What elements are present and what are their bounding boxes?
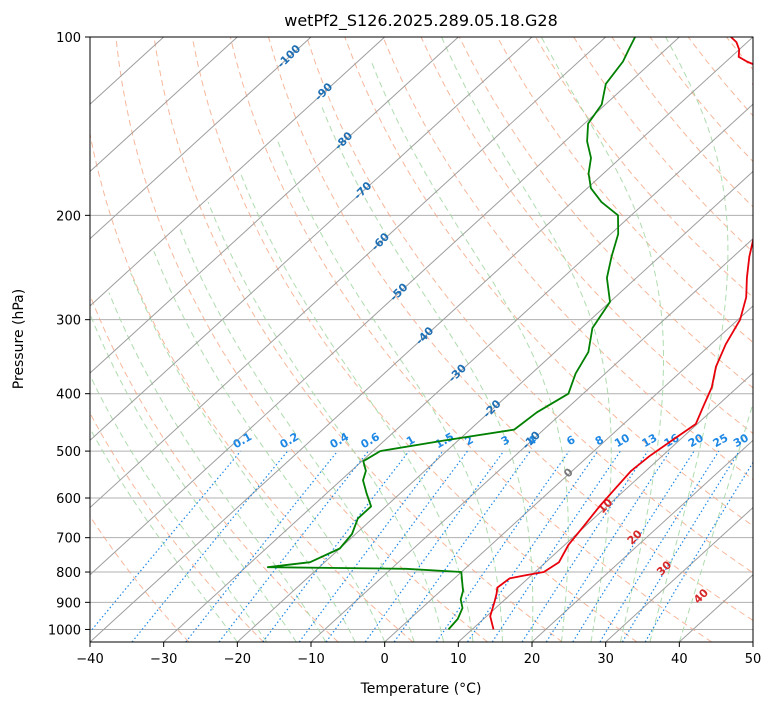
- x-tick-label: 20: [524, 652, 541, 667]
- isotherm-line: [90, 37, 459, 374]
- profile-series: [266, 37, 753, 630]
- x-tick-label: 50: [745, 652, 762, 667]
- y-tick-label: 100: [56, 31, 81, 46]
- dry-adiabat-line: [535, 37, 753, 298]
- dry-adiabat-line: [191, 37, 638, 642]
- plot-frame: [89, 36, 754, 643]
- moist-adiabat-line: [90, 312, 297, 642]
- moist-adiabat-line: [370, 61, 569, 642]
- moist-adiabat-line: [678, 401, 753, 642]
- background-lines: [90, 37, 775, 642]
- dry-adiabat-line: [115, 37, 488, 642]
- isotherm-line: [90, 37, 680, 576]
- dry-adiabat-line: [382, 37, 753, 481]
- x-tick-label: 30: [597, 652, 614, 667]
- isotherm-line: [384, 305, 753, 642]
- mixing-ratio-line: [393, 450, 531, 642]
- moist-adiabat-line: [90, 427, 238, 642]
- dry-adiabat-line: [306, 37, 753, 574]
- mixing-ratio-line: [364, 450, 505, 642]
- dry-adiabat-line: [90, 131, 414, 642]
- y-tick-label: 300: [56, 314, 81, 329]
- x-tick-label: 40: [671, 652, 688, 667]
- moist-adiabat-line: [441, 37, 612, 642]
- x-tick-label: 10: [450, 652, 467, 667]
- y-tick-label: 800: [56, 566, 81, 581]
- isotherm-line: [531, 439, 753, 642]
- isotherm-line: [752, 641, 753, 642]
- moist-adiabat-line: [320, 104, 534, 642]
- y-tick-label: 700: [56, 532, 81, 547]
- x-tick-label: −40: [76, 652, 103, 667]
- dry-adiabat-line: [496, 37, 753, 344]
- x-tick-label: −20: [224, 652, 251, 667]
- y-axis-label: Pressure (hPa): [11, 289, 27, 389]
- mixing-ratio-line: [621, 450, 740, 642]
- moist-adiabat-line: [130, 272, 356, 642]
- isotherm-line: [90, 37, 533, 442]
- moist-adiabat-line: [540, 37, 664, 642]
- mixing-ratio-line: [325, 450, 468, 642]
- x-tick-label: 0: [381, 652, 389, 667]
- y-tick-label: 200: [56, 209, 81, 224]
- x-axis: −40 −30 −20 −10 0 10 20 30 40 50: [76, 642, 761, 667]
- mixing-ratio-line: [262, 450, 410, 642]
- mixing-ratio-line: [298, 450, 444, 642]
- isotherm-line: [163, 103, 753, 642]
- isotherm-line: [90, 37, 386, 307]
- isotherm-line: [90, 37, 607, 509]
- y-tick-label: 400: [56, 388, 81, 403]
- x-tick-label: −10: [297, 652, 324, 667]
- mixing-ratio-line: [466, 450, 599, 642]
- y-tick-label: 600: [56, 492, 81, 507]
- y-tick-label: 1000: [48, 623, 81, 638]
- moist-adiabat-line: [277, 141, 503, 642]
- y-tick-label: 900: [56, 596, 81, 611]
- dry-adiabat-line: [90, 515, 190, 642]
- moist-adiabat-line: [649, 37, 729, 642]
- dewpoint-profile-line: [266, 37, 636, 630]
- mixing-ratio-line: [435, 450, 570, 642]
- mixing-ratio-line: [491, 450, 621, 642]
- moist-adiabat-line: [108, 292, 327, 642]
- mixing-ratio-line: [131, 450, 289, 642]
- moist-adiabat-line: [179, 227, 415, 642]
- mixing-ratio-line: [545, 450, 671, 642]
- dry-adiabat-line: [765, 37, 775, 642]
- isotherm-line: [90, 37, 238, 173]
- isotherm-line: [605, 506, 753, 642]
- chart-title: wetPf2_S126.2025.289.05.18.G28: [284, 11, 558, 31]
- mixing-ratio-line: [572, 450, 695, 642]
- isotherm-line: [90, 37, 753, 642]
- dry-adiabat-line: [268, 37, 753, 622]
- dry-adiabat-line: [153, 37, 563, 642]
- isotherm-line: [90, 37, 312, 240]
- mixing-ratio-line: [521, 450, 649, 642]
- mixing-ratio-line: [90, 450, 242, 633]
- mixing-ratio-label: 36: [752, 431, 772, 450]
- dry-adiabat-line: [90, 412, 264, 642]
- temperature-profile-line: [489, 37, 753, 630]
- y-axis: 100 200 300 400 500 600 700 800 900 1000: [48, 31, 90, 638]
- y-tick-label: 500: [56, 445, 81, 460]
- isotherm-line: [457, 372, 753, 642]
- x-axis-label: Temperature (°C): [360, 681, 482, 697]
- x-tick-label: −30: [150, 652, 177, 667]
- isotherm-line: [310, 237, 753, 642]
- mixing-ratio-line: [185, 450, 339, 642]
- moist-adiabat-line: [153, 251, 386, 642]
- isotherm-line: [236, 170, 753, 642]
